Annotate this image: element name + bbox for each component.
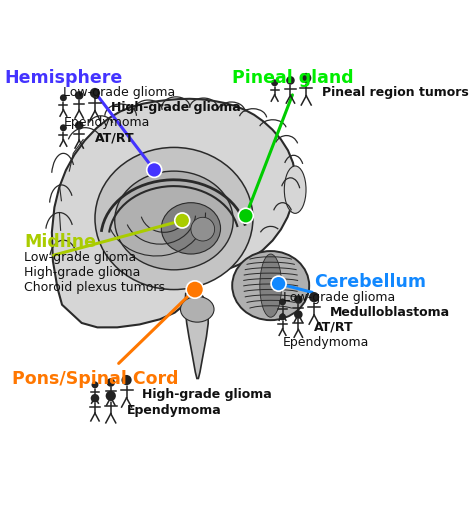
Circle shape [294, 295, 302, 304]
Text: AT/RT: AT/RT [95, 132, 135, 144]
Circle shape [60, 94, 67, 101]
Ellipse shape [232, 251, 309, 320]
Text: Pons/Spinal Cord: Pons/Spinal Cord [12, 370, 178, 388]
Circle shape [186, 281, 203, 298]
Circle shape [238, 208, 253, 223]
Circle shape [271, 276, 286, 291]
Ellipse shape [260, 254, 282, 317]
Text: Pineal gland: Pineal gland [232, 69, 353, 87]
Text: Low-grade glioma: Low-grade glioma [64, 87, 176, 99]
Circle shape [121, 375, 132, 385]
Text: Ependymoma: Ependymoma [127, 404, 221, 417]
Text: Low-grade glioma: Low-grade glioma [283, 291, 395, 304]
Ellipse shape [181, 296, 214, 322]
Circle shape [147, 162, 162, 178]
Ellipse shape [284, 166, 306, 214]
Circle shape [90, 88, 100, 98]
Circle shape [309, 292, 319, 302]
Circle shape [75, 91, 83, 100]
Polygon shape [52, 99, 295, 327]
Circle shape [175, 213, 190, 228]
Circle shape [107, 378, 115, 387]
Circle shape [75, 121, 83, 130]
Ellipse shape [95, 147, 253, 290]
Text: AT/RT: AT/RT [314, 321, 354, 334]
Circle shape [286, 76, 295, 84]
Circle shape [279, 298, 286, 305]
Text: Pineal region tumors: Pineal region tumors [322, 87, 469, 99]
Text: Midline: Midline [24, 233, 96, 251]
Circle shape [301, 73, 311, 83]
Polygon shape [185, 289, 208, 378]
Text: Choroid plexus tumors: Choroid plexus tumors [24, 281, 165, 294]
Circle shape [91, 394, 99, 402]
Text: Low-grade glioma: Low-grade glioma [24, 251, 136, 264]
Text: High-grade glioma: High-grade glioma [24, 266, 140, 279]
Circle shape [106, 391, 116, 401]
Text: Ependymoma: Ependymoma [64, 116, 150, 130]
Text: Cerebellum: Cerebellum [314, 273, 426, 291]
Ellipse shape [115, 171, 233, 270]
Circle shape [271, 79, 278, 86]
Circle shape [60, 124, 67, 131]
Circle shape [294, 310, 302, 319]
Circle shape [91, 381, 99, 388]
Text: Ependymoma: Ependymoma [283, 335, 369, 349]
Text: Medulloblastoma: Medulloblastoma [330, 306, 450, 318]
Text: High-grade glioma: High-grade glioma [142, 389, 272, 401]
Text: High-grade glioma: High-grade glioma [111, 101, 240, 114]
Text: Hemisphere: Hemisphere [4, 69, 122, 87]
Circle shape [191, 217, 215, 241]
Circle shape [279, 313, 286, 321]
Ellipse shape [161, 203, 220, 254]
